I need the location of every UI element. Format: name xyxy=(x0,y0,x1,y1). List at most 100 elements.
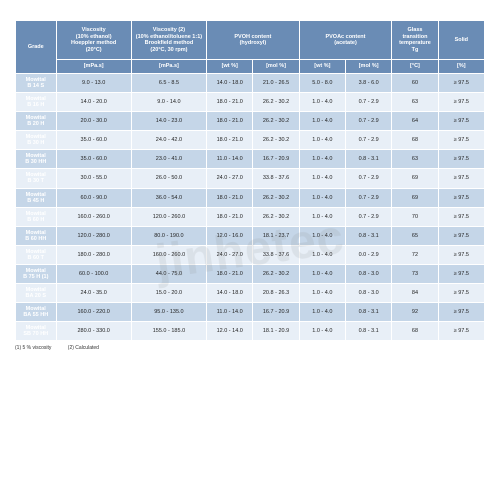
value-cell: 1.0 - 4.0 xyxy=(299,169,345,188)
value-cell: 0.8 - 3.1 xyxy=(346,322,392,341)
value-cell: 120.0 - 280.0 xyxy=(56,226,131,245)
footnote-2: (2) Calculated xyxy=(68,345,99,351)
col-solid: Solid xyxy=(438,21,484,60)
footnote-1: (1) 5 % viscosity xyxy=(15,345,51,351)
value-cell: 1.0 - 4.0 xyxy=(299,150,345,169)
grade-cell: MowitalB 60 HH xyxy=(16,226,57,245)
value-cell: 84 xyxy=(392,284,438,303)
value-cell: 155.0 - 185.0 xyxy=(131,322,206,341)
value-cell: 0.7 - 2.9 xyxy=(346,169,392,188)
table-row: MowitalB 60 H160.0 - 260.0120.0 - 260.01… xyxy=(16,207,485,226)
value-cell: 12.0 - 14.0 xyxy=(207,322,253,341)
table-row: MowitalSB 70 HH280.0 - 330.0155.0 - 185.… xyxy=(16,322,485,341)
table-row: MowitalB 30 T30.0 - 55.026.0 - 50.024.0 … xyxy=(16,169,485,188)
value-cell: 18.0 - 21.0 xyxy=(207,264,253,283)
value-cell: 160.0 - 260.0 xyxy=(131,245,206,264)
value-cell: 1.0 - 4.0 xyxy=(299,322,345,341)
col-pvoac: PVOAc content(acetate) xyxy=(299,21,392,60)
value-cell: ≥ 97.5 xyxy=(438,188,484,207)
value-cell: 18.1 - 20.9 xyxy=(253,322,299,341)
value-cell: 63 xyxy=(392,93,438,112)
table-row: MowitalBA 55 HH160.0 - 220.095.0 - 135.0… xyxy=(16,303,485,322)
product-spec-table: Grade Viscosity(10% ethanol)Hoeppler met… xyxy=(15,20,485,341)
value-cell: 0.8 - 3.1 xyxy=(346,226,392,245)
table-row: MowitalB 45 H60.0 - 90.036.0 - 54.018.0 … xyxy=(16,188,485,207)
unit-mpas: [mPa.s] xyxy=(131,60,206,74)
value-cell: 0.8 - 3.1 xyxy=(346,150,392,169)
value-cell: 20.0 - 30.0 xyxy=(56,112,131,131)
value-cell: 95.0 - 135.0 xyxy=(131,303,206,322)
value-cell: 3.8 - 6.0 xyxy=(346,73,392,92)
value-cell: 33.8 - 37.6 xyxy=(253,169,299,188)
value-cell: 24.0 - 27.0 xyxy=(207,245,253,264)
value-cell: 21.0 - 26.5 xyxy=(253,73,299,92)
value-cell: 30.0 - 55.0 xyxy=(56,169,131,188)
value-cell: 11.0 - 14.0 xyxy=(207,303,253,322)
value-cell: 16.7 - 20.9 xyxy=(253,150,299,169)
unit-mol: [mol %] xyxy=(346,60,392,74)
value-cell: 1.0 - 4.0 xyxy=(299,264,345,283)
value-cell: 92 xyxy=(392,303,438,322)
value-cell: ≥ 97.5 xyxy=(438,207,484,226)
value-cell: 26.2 - 30.2 xyxy=(253,112,299,131)
value-cell: 0.7 - 2.9 xyxy=(346,207,392,226)
value-cell: 1.0 - 4.0 xyxy=(299,245,345,264)
value-cell: 60 xyxy=(392,73,438,92)
value-cell: 280.0 - 330.0 xyxy=(56,322,131,341)
value-cell: 23.0 - 41.0 xyxy=(131,150,206,169)
col-grade: Grade xyxy=(16,21,57,74)
col-visc1: Viscosity(10% ethanol)Hoeppler method(20… xyxy=(56,21,131,60)
value-cell: ≥ 97.5 xyxy=(438,150,484,169)
value-cell: ≥ 97.5 xyxy=(438,169,484,188)
value-cell: 33.8 - 37.6 xyxy=(253,245,299,264)
value-cell: 20.8 - 26.3 xyxy=(253,284,299,303)
col-visc2: Viscosity (2)(10% ethanol/toluene 1:1)Br… xyxy=(131,21,206,60)
value-cell: ≥ 97.5 xyxy=(438,131,484,150)
value-cell: 0.7 - 2.9 xyxy=(346,188,392,207)
grade-cell: MowitalB 20 H xyxy=(16,112,57,131)
value-cell: 26.2 - 30.2 xyxy=(253,264,299,283)
grade-cell: MowitalB 75 H (1) xyxy=(16,264,57,283)
value-cell: 35.0 - 60.0 xyxy=(56,131,131,150)
value-cell: 9.0 - 13.0 xyxy=(56,73,131,92)
value-cell: 14.0 - 20.0 xyxy=(56,93,131,112)
table-row: MowitalB 60 T180.0 - 280.0160.0 - 260.02… xyxy=(16,245,485,264)
table-row: MowitalB 75 H (1)60.0 - 100.044.0 - 75.0… xyxy=(16,264,485,283)
value-cell: 160.0 - 220.0 xyxy=(56,303,131,322)
value-cell: ≥ 97.5 xyxy=(438,264,484,283)
footnotes: (1) 5 % viscosity (2) Calculated xyxy=(15,345,485,351)
table-row: MowitalB 30 H35.0 - 60.024.0 - 42.018.0 … xyxy=(16,131,485,150)
value-cell: ≥ 97.5 xyxy=(438,322,484,341)
table-row: MowitalB 14 S9.0 - 13.06.5 - 8.514.0 - 1… xyxy=(16,73,485,92)
value-cell: 44.0 - 75.0 xyxy=(131,264,206,283)
value-cell: 0.8 - 3.0 xyxy=(346,264,392,283)
value-cell: ≥ 97.5 xyxy=(438,226,484,245)
value-cell: 1.0 - 4.0 xyxy=(299,188,345,207)
value-cell: 12.0 - 16.0 xyxy=(207,226,253,245)
value-cell: 60.0 - 100.0 xyxy=(56,264,131,283)
col-tg: GlasstransitiontemperatureTg xyxy=(392,21,438,60)
value-cell: 120.0 - 260.0 xyxy=(131,207,206,226)
unit-mpas: [mPa.s] xyxy=(56,60,131,74)
grade-cell: MowitalB 16 H xyxy=(16,93,57,112)
value-cell: 69 xyxy=(392,188,438,207)
value-cell: 1.0 - 4.0 xyxy=(299,226,345,245)
grade-cell: MowitalB 60 H xyxy=(16,207,57,226)
grade-cell: MowitalB 30 H xyxy=(16,131,57,150)
value-cell: 26.2 - 30.2 xyxy=(253,207,299,226)
value-cell: 0.8 - 3.1 xyxy=(346,303,392,322)
table-row: MowitalB 20 H20.0 - 30.014.0 - 23.018.0 … xyxy=(16,112,485,131)
value-cell: 24.0 - 35.0 xyxy=(56,284,131,303)
value-cell: 26.2 - 30.2 xyxy=(253,131,299,150)
unit-degc: [°C] xyxy=(392,60,438,74)
grade-cell: MowitalB 30 HH xyxy=(16,150,57,169)
value-cell: 18.0 - 21.0 xyxy=(207,112,253,131)
value-cell: 35.0 - 60.0 xyxy=(56,150,131,169)
value-cell: ≥ 97.5 xyxy=(438,112,484,131)
value-cell: 16.7 - 20.9 xyxy=(253,303,299,322)
value-cell: 1.0 - 4.0 xyxy=(299,93,345,112)
value-cell: 63 xyxy=(392,150,438,169)
unit-wt: [wt %] xyxy=(299,60,345,74)
unit-mol: [mol %] xyxy=(253,60,299,74)
table-row: MowitalBA 20 S24.0 - 35.015.0 - 20.014.0… xyxy=(16,284,485,303)
